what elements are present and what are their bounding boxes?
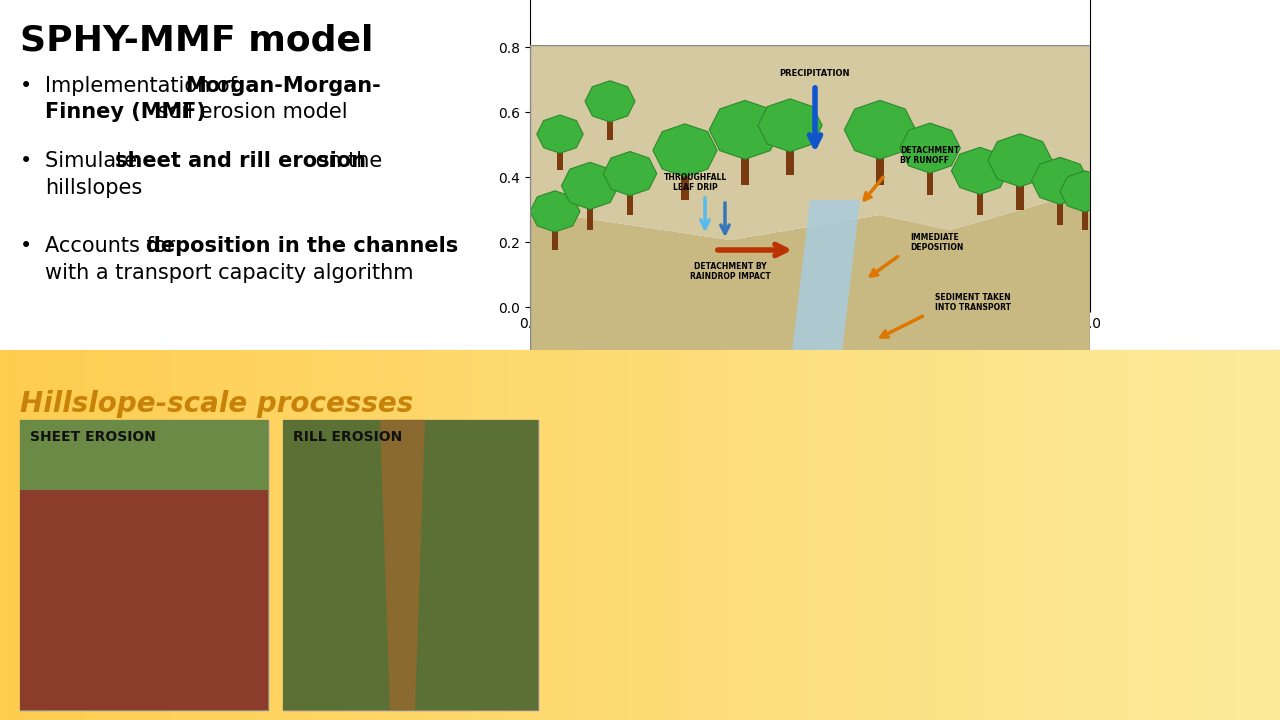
Polygon shape <box>1057 201 1064 225</box>
Text: SHEET EROSION: SHEET EROSION <box>29 430 156 444</box>
Bar <box>20 420 268 710</box>
Text: Simulate: Simulate <box>45 151 143 171</box>
Text: THROUGHFALL
LEAF DRIP: THROUGHFALL LEAF DRIP <box>663 173 727 192</box>
Polygon shape <box>552 229 558 250</box>
Text: sheet and rill erosion: sheet and rill erosion <box>115 151 366 171</box>
Polygon shape <box>758 99 822 152</box>
Polygon shape <box>988 134 1052 186</box>
Text: PRECIPITATION: PRECIPITATION <box>780 69 850 78</box>
Text: with a transport capacity algorithm: with a transport capacity algorithm <box>45 263 413 283</box>
Polygon shape <box>530 45 1091 240</box>
Polygon shape <box>1060 171 1110 212</box>
Polygon shape <box>709 100 781 159</box>
Polygon shape <box>627 192 634 215</box>
Text: SEDIMENT TAKEN
INTO TRANSPORT: SEDIMENT TAKEN INTO TRANSPORT <box>934 292 1011 312</box>
Text: soil erosion model: soil erosion model <box>151 102 347 122</box>
Text: •: • <box>20 76 32 96</box>
Polygon shape <box>585 81 635 122</box>
Text: hillslopes: hillslopes <box>45 178 142 198</box>
Text: •: • <box>20 236 32 256</box>
Polygon shape <box>681 173 689 200</box>
Text: DETACHMENT
BY RUNOFF: DETACHMENT BY RUNOFF <box>900 145 959 165</box>
Polygon shape <box>845 100 915 159</box>
Bar <box>283 420 538 710</box>
Polygon shape <box>530 190 1091 370</box>
Polygon shape <box>741 155 749 185</box>
Text: IMMEDIATE
DEPOSITION: IMMEDIATE DEPOSITION <box>910 233 964 252</box>
Text: deposition in the channels: deposition in the channels <box>146 236 458 256</box>
Text: Morgan-Morgan-: Morgan-Morgan- <box>186 76 381 96</box>
Text: RILL EROSION: RILL EROSION <box>293 430 402 444</box>
Text: on the: on the <box>308 151 381 171</box>
Polygon shape <box>607 119 613 140</box>
Polygon shape <box>951 148 1009 194</box>
Text: SPHY-MMF model: SPHY-MMF model <box>20 24 374 58</box>
Polygon shape <box>876 155 884 185</box>
Bar <box>283 420 538 710</box>
Polygon shape <box>1032 157 1088 204</box>
Text: Hillslope-scale processes: Hillslope-scale processes <box>20 390 413 418</box>
Text: •: • <box>20 151 32 171</box>
Polygon shape <box>380 420 425 710</box>
Polygon shape <box>927 169 933 195</box>
Polygon shape <box>1082 209 1088 230</box>
Polygon shape <box>653 124 717 177</box>
Polygon shape <box>586 206 593 230</box>
Polygon shape <box>557 150 563 170</box>
Polygon shape <box>562 162 618 210</box>
Bar <box>20 490 268 710</box>
Polygon shape <box>900 123 960 173</box>
Polygon shape <box>530 191 580 232</box>
Polygon shape <box>1016 183 1024 210</box>
Polygon shape <box>977 191 983 215</box>
Text: Implementation of: Implementation of <box>45 76 243 96</box>
Text: Eekhout et al. (2018) Earth Surf. Dyn., 6 (3): 687-703: Eekhout et al. (2018) Earth Surf. Dyn., … <box>535 360 701 365</box>
Bar <box>20 420 268 490</box>
Polygon shape <box>536 115 584 153</box>
Text: Finney (MMF): Finney (MMF) <box>45 102 206 122</box>
Polygon shape <box>603 151 657 196</box>
Polygon shape <box>786 148 794 175</box>
Polygon shape <box>790 200 860 370</box>
Text: DETACHMENT BY
RAINDROP IMPACT: DETACHMENT BY RAINDROP IMPACT <box>690 262 771 282</box>
Text: Accounts for: Accounts for <box>45 236 182 256</box>
